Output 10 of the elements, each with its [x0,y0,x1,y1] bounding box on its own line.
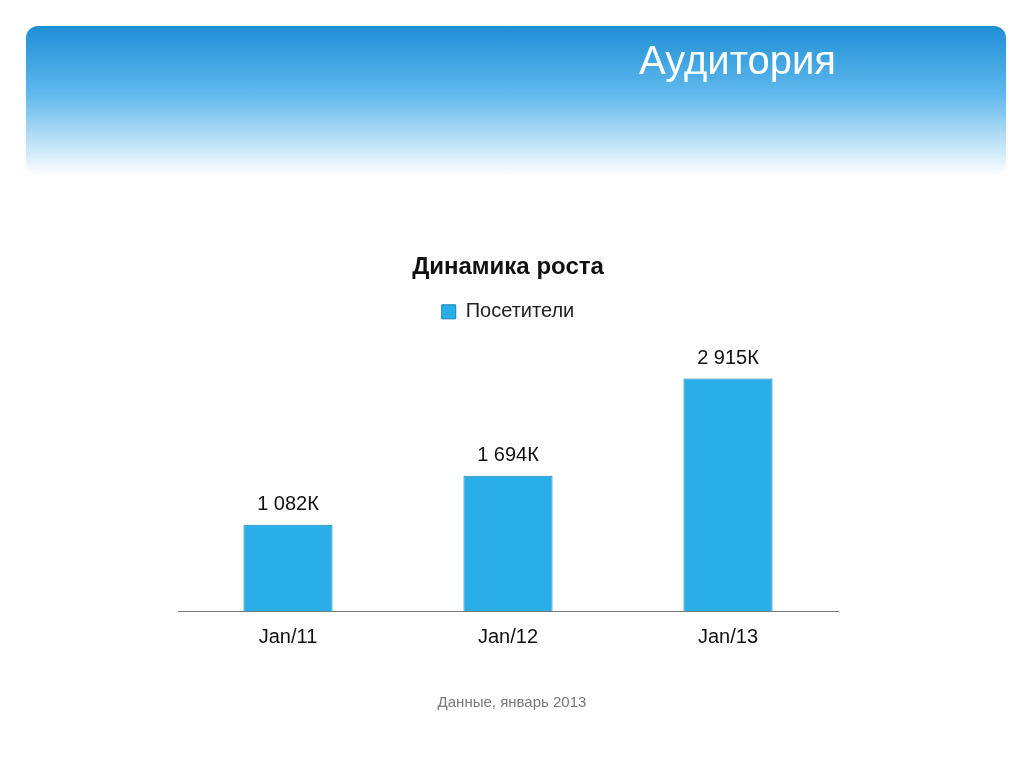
legend-label: Посетители [465,299,575,322]
chart-subtitle: Динамика роста [412,252,605,280]
data-label: 1 082К [257,492,320,515]
x-tick-label: Jan/12 [477,624,539,647]
data-label: 1 694К [477,443,540,466]
x-tick-label: Jan/13 [697,624,759,647]
chart-title: Аудитория [639,38,836,83]
x-tick-label: Jan/11 [258,624,318,647]
text: Данные, январь 2013 [436,693,588,710]
data-label: 2 915К [697,345,760,368]
